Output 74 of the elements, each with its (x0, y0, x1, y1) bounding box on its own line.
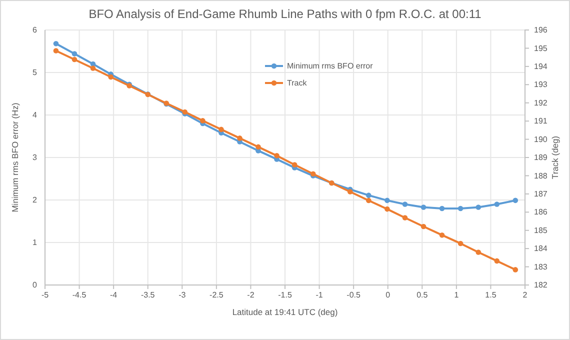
point (108, 74, 114, 80)
point (200, 118, 206, 124)
x-tick-label: -3 (178, 290, 186, 300)
y2-tick-label: 192 (534, 98, 548, 108)
x-tick-label: 1 (454, 290, 460, 300)
point (256, 144, 261, 150)
point (512, 267, 518, 272)
y-tick-label: 5 (32, 68, 38, 78)
point (72, 56, 78, 62)
point (384, 198, 390, 204)
point (512, 198, 518, 204)
point (90, 66, 96, 71)
point (494, 202, 500, 207)
y2-tick-label: 193 (534, 80, 548, 90)
y-tick-label: 2 (32, 196, 38, 205)
x-tick-label: -1 (316, 290, 324, 300)
y2-tick-label: 194 (534, 62, 548, 71)
point (439, 206, 445, 212)
y2-tick-label: 184 (534, 244, 548, 254)
y2-tick-label: 189 (534, 153, 548, 162)
y2-tick-label: 191 (534, 116, 548, 126)
x-tick-label: -3.5 (140, 290, 156, 300)
x-tick-label: 1.5 (485, 290, 497, 300)
y2-tick-label: 185 (534, 226, 548, 235)
y-tick-label: 4 (32, 110, 38, 120)
y2-tick-label: 182 (534, 280, 548, 290)
y2-tick-label: 190 (534, 134, 548, 144)
x-tick-label: -0.5 (346, 290, 362, 300)
point (494, 258, 500, 264)
point (420, 224, 426, 230)
y2-tick-label: 187 (534, 189, 548, 198)
y-tick-label: 0 (32, 280, 38, 290)
point (458, 206, 464, 212)
x-tick-label: -2 (247, 290, 255, 300)
y2-tick-label: 183 (534, 262, 548, 272)
y-axis-title: Minimum rms BFO error (Hz) (10, 102, 20, 212)
legend-label: Minimum rms BFO error (287, 62, 374, 71)
point (458, 240, 464, 246)
point (292, 162, 298, 168)
point (366, 192, 372, 198)
y2-axis-title: Track (deg) (550, 136, 560, 180)
x-tick-label: -4 (110, 290, 118, 300)
point (476, 204, 482, 210)
point (72, 51, 78, 56)
legend-label: Track (287, 78, 308, 88)
x-tick-label: -2.5 (210, 290, 224, 300)
point (218, 126, 224, 132)
y2-tick-label: 196 (534, 26, 548, 35)
point (476, 250, 482, 255)
point (402, 215, 408, 220)
y2-tick-label: 186 (534, 208, 548, 217)
x-tick-label: 2 (522, 290, 528, 300)
point (439, 232, 445, 238)
point (402, 202, 408, 207)
y-tick-label: 1 (32, 238, 38, 248)
point (53, 48, 59, 54)
y2-tick-label: 195 (534, 44, 548, 53)
point (347, 189, 353, 194)
point (384, 206, 390, 212)
x-tick-label: -4.5 (72, 290, 87, 300)
x-tick-label: -5 (41, 290, 50, 300)
y-tick-label: 6 (32, 26, 38, 35)
point (420, 204, 426, 210)
x-tick-label: -1.5 (278, 290, 292, 300)
point (366, 198, 372, 204)
x-axis-title: Latitude at 19:41 UTC (deg) (232, 307, 338, 317)
y-tick-label: 3 (32, 153, 38, 162)
y2-tick-label: 188 (534, 171, 548, 180)
point (274, 153, 280, 158)
x-tick-label: 0.5 (416, 290, 428, 300)
chart-title: BFO Analysis of End-Game Rhumb Line Paths with 0 fpm R.O.C. at 00:11 (88, 7, 482, 21)
x-tick-label: 0 (386, 290, 391, 300)
point (53, 40, 59, 46)
point (237, 136, 242, 141)
